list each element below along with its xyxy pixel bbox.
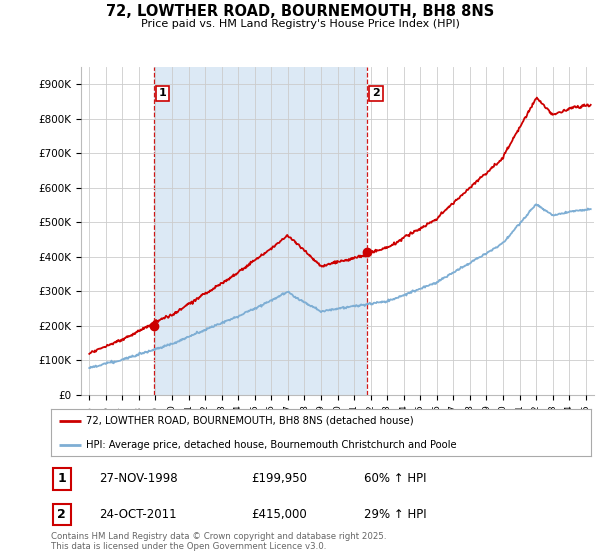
- Text: 24-OCT-2011: 24-OCT-2011: [100, 508, 177, 521]
- Bar: [154, 67, 367, 395]
- Text: 2: 2: [58, 508, 66, 521]
- Text: 72, LOWTHER ROAD, BOURNEMOUTH, BH8 8NS: 72, LOWTHER ROAD, BOURNEMOUTH, BH8 8NS: [106, 4, 494, 19]
- Text: Price paid vs. HM Land Registry's House Price Index (HPI): Price paid vs. HM Land Registry's House …: [140, 19, 460, 29]
- Text: 60% ↑ HPI: 60% ↑ HPI: [364, 472, 427, 486]
- Text: 1: 1: [58, 472, 66, 486]
- Text: 27-NOV-1998: 27-NOV-1998: [100, 472, 178, 486]
- Text: £199,950: £199,950: [251, 472, 307, 486]
- Text: £415,000: £415,000: [251, 508, 307, 521]
- Text: 72, LOWTHER ROAD, BOURNEMOUTH, BH8 8NS (detached house): 72, LOWTHER ROAD, BOURNEMOUTH, BH8 8NS (…: [86, 416, 414, 426]
- Text: Contains HM Land Registry data © Crown copyright and database right 2025.
This d: Contains HM Land Registry data © Crown c…: [51, 532, 386, 552]
- Text: 29% ↑ HPI: 29% ↑ HPI: [364, 508, 427, 521]
- Text: 2: 2: [372, 88, 380, 99]
- Text: 1: 1: [159, 88, 167, 99]
- Text: HPI: Average price, detached house, Bournemouth Christchurch and Poole: HPI: Average price, detached house, Bour…: [86, 440, 457, 450]
